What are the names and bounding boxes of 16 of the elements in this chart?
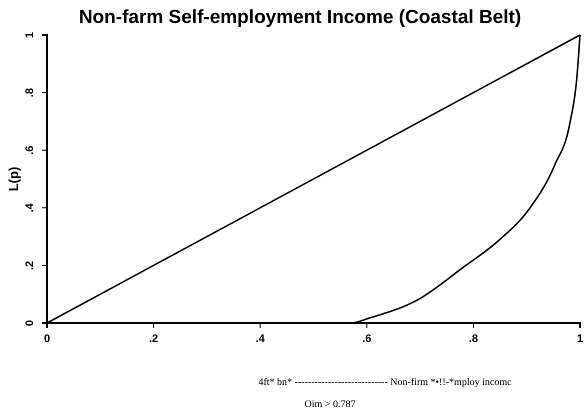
x-tick-label: 1 <box>576 333 584 345</box>
y-tick-label: .2 <box>24 260 36 270</box>
y-axis-title: L(p) <box>6 166 21 192</box>
x-tick-label: .8 <box>468 333 478 345</box>
chart-title: Non-farm Self-employment Income (Coastal Belt) <box>78 7 522 28</box>
y-tick-label: .8 <box>24 88 36 98</box>
x-tick-label: 0 <box>44 333 50 345</box>
text: Oim > 0.787 <box>304 399 356 410</box>
x-tick-label: .4 <box>256 333 266 345</box>
y-tick-label: 1 <box>24 32 36 38</box>
y-tick-label: 0 <box>24 320 36 326</box>
y-tick-label: .6 <box>24 146 36 155</box>
y-tick-label: .4 <box>24 202 36 212</box>
x-tick-label: .2 <box>149 333 158 345</box>
x-tick-label: .6 <box>362 333 372 345</box>
text: 4ft* bn* ---------------------------- Non-firm *•!!-*mploy incomc <box>258 377 512 388</box>
